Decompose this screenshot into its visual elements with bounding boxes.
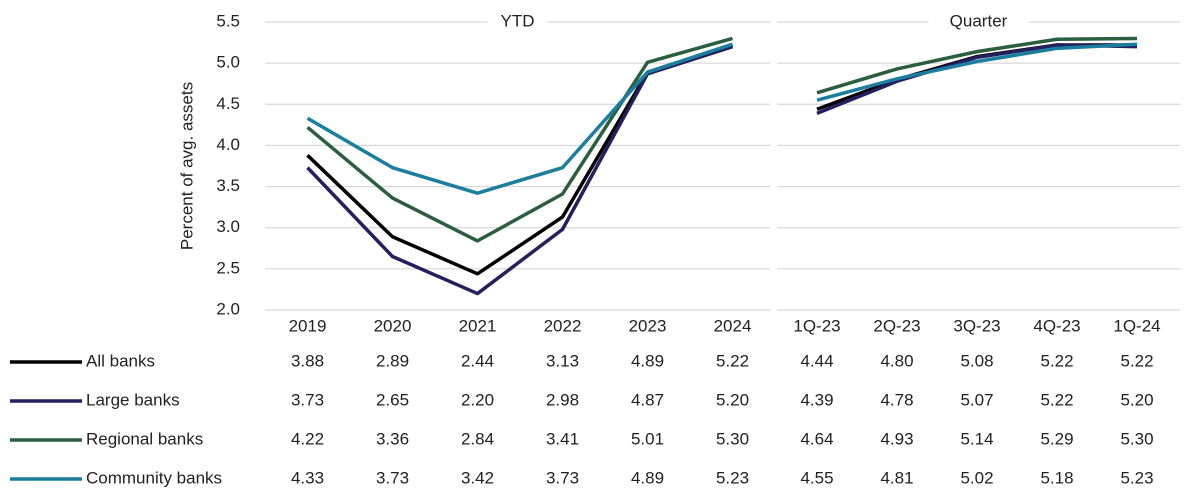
y-tick-label: 5.0 [216, 53, 240, 72]
table-value: 2.89 [376, 351, 409, 370]
table-value: 4.55 [800, 468, 833, 487]
x-tick-label: 2022 [544, 316, 582, 335]
table-value: 5.08 [960, 351, 993, 370]
series-line [306, 36, 733, 243]
table-value: 4.87 [631, 390, 664, 409]
panel-title: YTD [501, 11, 535, 30]
y-tick-label: 5.5 [216, 11, 240, 30]
x-tick-label: 2Q-23 [873, 316, 920, 335]
x-tick-label: 3Q-23 [953, 316, 1000, 335]
legend-label: Large banks [86, 390, 180, 409]
table-value: 4.44 [800, 351, 833, 370]
table-value: 2.20 [461, 390, 494, 409]
y-tick-label: 3.0 [216, 217, 240, 236]
table-value: 5.30 [716, 429, 749, 448]
legend-label: Community banks [86, 468, 222, 487]
x-tick-label: 2020 [374, 316, 412, 335]
y-tick-label: 4.0 [216, 135, 240, 154]
table-value: 4.33 [291, 468, 324, 487]
table-value: 4.22 [291, 429, 324, 448]
table-value: 3.73 [291, 390, 324, 409]
table-value: 5.02 [960, 468, 993, 487]
table-value: 4.78 [880, 390, 913, 409]
legend-label: All banks [86, 351, 155, 370]
table-value: 3.73 [376, 468, 409, 487]
series-line [816, 42, 1138, 102]
table-value: 4.80 [880, 351, 913, 370]
table-value: 5.30 [1120, 429, 1153, 448]
table-value: 3.73 [546, 468, 579, 487]
table-value: 4.93 [880, 429, 913, 448]
table-value: 5.07 [960, 390, 993, 409]
x-tick-label: 2021 [459, 316, 497, 335]
y-tick-label: 2.5 [216, 258, 240, 277]
series-line [306, 43, 734, 276]
table-value: 5.22 [1040, 390, 1073, 409]
table-value: 3.36 [376, 429, 409, 448]
table-value: 5.23 [1120, 468, 1153, 487]
table-value: 2.98 [546, 390, 579, 409]
x-tick-label: 4Q-23 [1033, 316, 1080, 335]
table-value: 5.29 [1040, 429, 1073, 448]
y-tick-label: 2.0 [216, 299, 240, 318]
table-value: 4.39 [800, 390, 833, 409]
table-value: 5.20 [1120, 390, 1153, 409]
table-value: 4.89 [631, 351, 664, 370]
series-line [306, 45, 734, 296]
y-tick-label: 4.5 [216, 94, 240, 113]
x-tick-label: 2023 [629, 316, 667, 335]
series-line [816, 36, 1138, 95]
table-value: 5.20 [716, 390, 749, 409]
table-value: 5.18 [1040, 468, 1073, 487]
table-value: 3.13 [546, 351, 579, 370]
table-value: 2.84 [461, 429, 494, 448]
table-value: 5.14 [960, 429, 993, 448]
panel-title: Quarter [950, 11, 1008, 30]
title-background [487, 10, 548, 34]
table-value: 3.88 [291, 351, 324, 370]
x-tick-label: 2024 [714, 316, 752, 335]
x-tick-label: 1Q-23 [793, 316, 840, 335]
table-value: 3.41 [546, 429, 579, 448]
table-value: 2.65 [376, 390, 409, 409]
title-background [928, 10, 1029, 34]
legend-label: Regional banks [86, 429, 203, 448]
table-value: 4.89 [631, 468, 664, 487]
y-tick-label: 3.5 [216, 176, 240, 195]
x-tick-label: 2019 [289, 316, 327, 335]
series-line [306, 42, 734, 195]
y-axis-label: Percent of avg. assets [177, 82, 196, 250]
table-value: 2.44 [461, 351, 494, 370]
table-value: 5.22 [1120, 351, 1153, 370]
table-value: 3.42 [461, 468, 494, 487]
table-value: 4.64 [800, 429, 833, 448]
table-value: 5.23 [716, 468, 749, 487]
table-value: 5.01 [631, 429, 664, 448]
table-value: 5.22 [716, 351, 749, 370]
table-value: 4.81 [880, 468, 913, 487]
table-value: 5.22 [1040, 351, 1073, 370]
x-tick-label: 1Q-24 [1113, 316, 1160, 335]
